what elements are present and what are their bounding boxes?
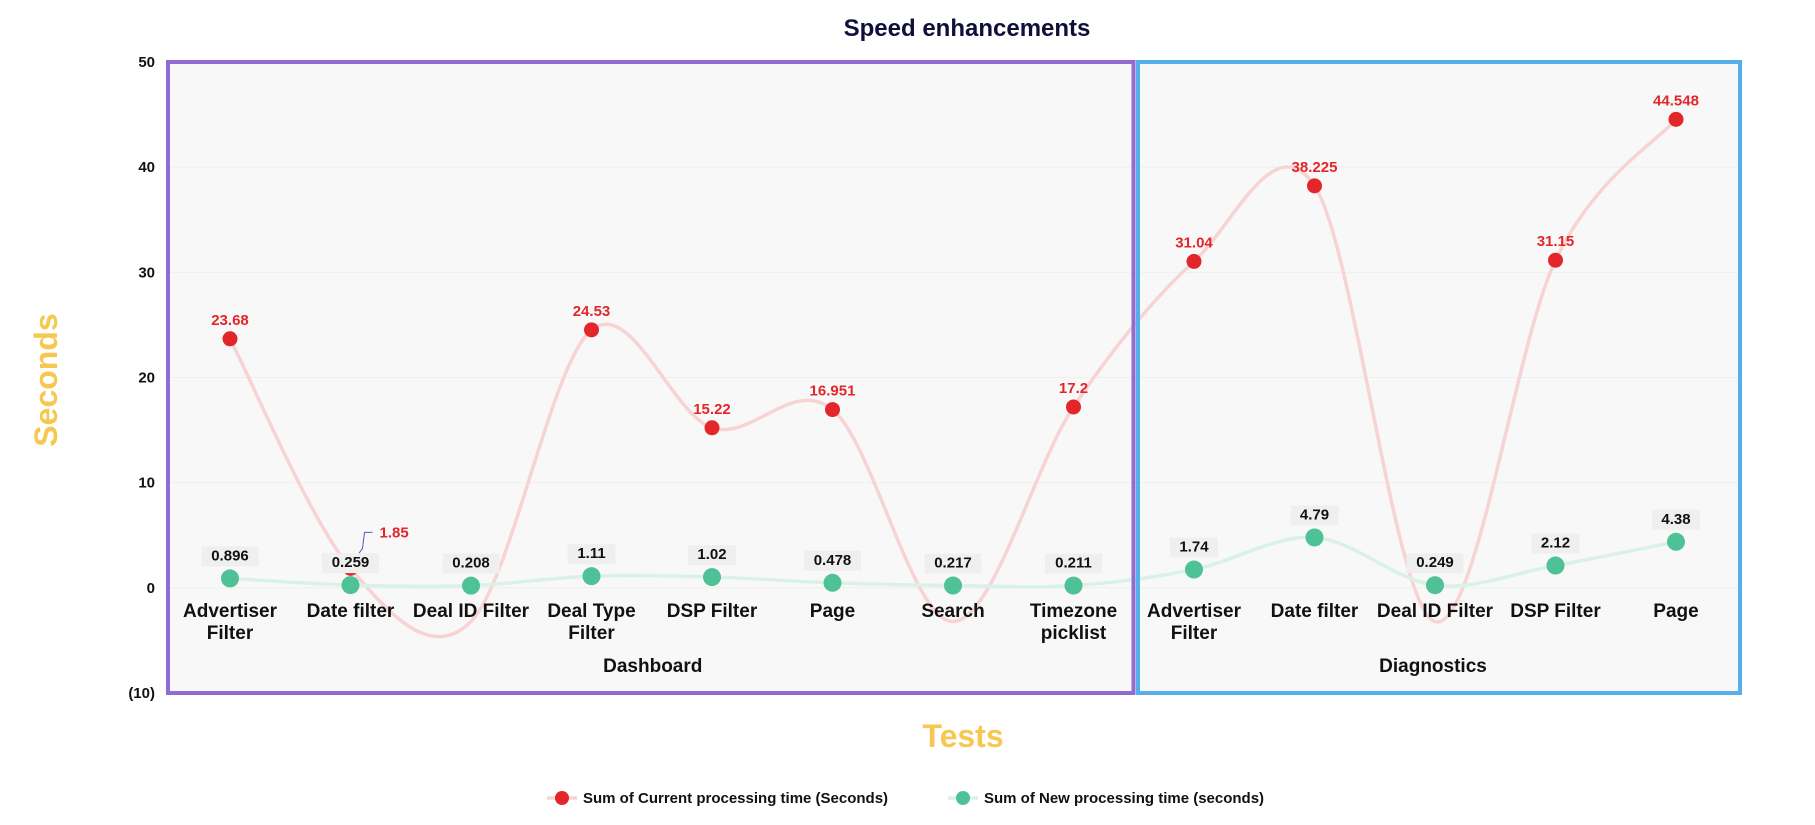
x-tick-label: Page: [810, 601, 855, 622]
legend-marker: [555, 791, 569, 805]
y-tick-label: 40: [138, 159, 155, 176]
new-data-label: 2.12: [1541, 535, 1570, 552]
x-tick-label: DSP Filter: [667, 601, 758, 622]
new-data-label: 1.02: [697, 546, 726, 563]
current-data-label: 16.951: [810, 383, 856, 400]
data-label-background: [1170, 537, 1218, 558]
data-label-background: [322, 553, 379, 574]
new-point: [1305, 528, 1324, 547]
x-tick-label: DSP Filter: [1510, 601, 1601, 622]
x-tick-label: Deal ID Filter: [413, 601, 530, 622]
x-tick-label: Filter: [568, 623, 615, 644]
data-label-background: [688, 545, 736, 566]
x-tick-label: Page: [1653, 601, 1698, 622]
legend-label: Sum of New processing time (seconds): [984, 790, 1264, 807]
current-data-label: 31.15: [1537, 233, 1575, 250]
current-point: [1548, 252, 1563, 268]
legend-marker: [956, 791, 970, 805]
x-tick-label: Deal Type: [547, 601, 635, 622]
current-data-label: 38.225: [1292, 159, 1338, 176]
current-point: [1307, 178, 1322, 194]
new-data-label: 1.11: [577, 545, 605, 562]
new-data-label: 0.249: [1416, 554, 1454, 571]
current-data-label: 15.22: [693, 401, 731, 418]
plot-area: 50 40 30 20 10 0 (10) Dashboard Diagnostics Adver…: [128, 54, 1742, 702]
data-label-background: [1045, 553, 1102, 574]
chart-title: Speed enhancements: [844, 15, 1091, 42]
x-tick-label: Timezone: [1030, 601, 1117, 622]
x-tick-label: Date filter: [1271, 601, 1359, 622]
data-label-background: [442, 553, 500, 574]
current-data-label: 17.2: [1059, 380, 1088, 397]
y-tick-label: (10): [128, 685, 155, 702]
y-axis-title: Seconds: [28, 313, 64, 446]
x-axis-title: Tests: [922, 718, 1003, 754]
new-data-label: 0.896: [211, 547, 249, 564]
current-data-label: 24.53: [573, 303, 611, 320]
new-data-label: 0.208: [452, 555, 490, 572]
new-data-label: 1.74: [1179, 539, 1209, 556]
x-tick-label: Advertiser: [1147, 601, 1242, 622]
y-tick-label: 50: [138, 54, 155, 71]
group-box-diagnostics: [1136, 60, 1742, 695]
data-label-background: [1652, 509, 1700, 530]
new-data-label: 0.259: [332, 554, 370, 571]
data-label-background: [1406, 553, 1464, 574]
data-label-background: [804, 550, 861, 571]
new-point: [221, 569, 239, 588]
group-label: Dashboard: [603, 656, 702, 677]
new-point: [703, 568, 721, 587]
current-data-label: 23.68: [211, 312, 249, 329]
x-tick-label: Filter: [1171, 623, 1218, 644]
current-point: [1066, 399, 1081, 415]
x-tick-label: Search: [921, 601, 984, 622]
new-point: [1667, 532, 1685, 551]
new-point: [1185, 560, 1203, 579]
current-data-label: 31.04: [1175, 234, 1213, 251]
new-data-label: 0.211: [1055, 555, 1092, 572]
data-label-background: [924, 553, 982, 574]
x-tick-label: Filter: [207, 623, 254, 644]
y-tick-label: 20: [138, 370, 155, 387]
new-point: [341, 576, 360, 595]
data-label-background: [201, 546, 259, 567]
new-data-label: 0.478: [814, 552, 852, 569]
legend: Sum of Current processing time (Seconds)…: [547, 790, 1264, 807]
current-data-label: 1.85: [380, 524, 409, 541]
legend-label: Sum of Current processing time (Seconds): [583, 790, 888, 807]
new-point: [582, 567, 601, 586]
x-tick-label: picklist: [1041, 623, 1107, 644]
new-point: [823, 573, 842, 592]
y-tick-label: 30: [138, 264, 155, 281]
new-point: [944, 576, 962, 595]
new-point: [1064, 576, 1083, 595]
x-tick-label: Deal ID Filter: [1377, 601, 1494, 622]
new-data-label: 4.38: [1661, 511, 1690, 528]
data-label-background: [567, 544, 616, 565]
y-tick-label: 0: [147, 580, 155, 597]
group-label: Diagnostics: [1379, 656, 1487, 677]
current-point: [584, 322, 599, 338]
group-box-dashboard: [166, 60, 1136, 695]
new-point: [1546, 556, 1565, 575]
current-point: [704, 420, 720, 436]
current-point: [1186, 253, 1202, 269]
new-data-label: 0.217: [934, 555, 972, 572]
data-label-background: [1290, 505, 1339, 526]
current-point: [222, 331, 238, 347]
x-tick-label: Advertiser: [183, 601, 278, 622]
current-data-label: 44.548: [1653, 92, 1699, 109]
current-point: [1668, 111, 1684, 127]
current-series-line: [228, 117, 1678, 639]
x-tick-label: Date filter: [307, 601, 395, 622]
new-data-label: 4.79: [1300, 506, 1329, 523]
new-point: [462, 576, 480, 595]
data-label-background: [1531, 533, 1580, 554]
new-point: [1426, 576, 1444, 595]
y-tick-label: 10: [138, 475, 155, 492]
current-point: [825, 402, 840, 418]
